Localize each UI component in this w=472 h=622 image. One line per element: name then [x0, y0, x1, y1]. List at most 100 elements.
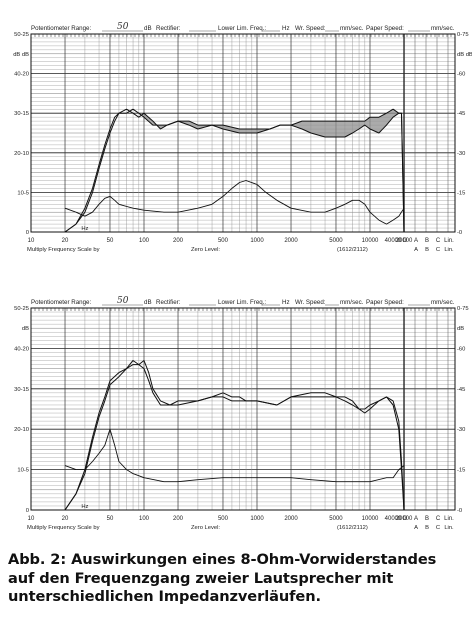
- zero-level-label: Zero Level:: [191, 247, 220, 253]
- right-tick-label: dB dB: [457, 52, 472, 58]
- wr-speed-label: Wr. Speed:: [295, 25, 326, 32]
- left-tick-label: dB: [22, 326, 29, 332]
- x-tick-label: 5000: [329, 516, 343, 522]
- weighting-label: Lin.: [444, 516, 454, 522]
- pot-range-label: Potentiometer Range:: [31, 299, 91, 306]
- weighting-label: B: [425, 516, 429, 522]
- right-tick-label: -0: [457, 508, 462, 514]
- series-line-2: [64, 108, 405, 233]
- multiply-label: Multiply Frequency Scale by: [27, 247, 100, 253]
- right-tick-label: -45: [457, 111, 465, 117]
- weighting-label: D: [403, 516, 408, 522]
- x-tick-label: 10000: [362, 238, 379, 244]
- x-tick-label: 500: [218, 516, 229, 522]
- weighting-sub-label: A: [414, 247, 418, 253]
- pot-range-label: Potentiometer Range:: [31, 25, 91, 32]
- right-tick-label: -0: [457, 230, 462, 236]
- weighting-sub-label: Lin.: [444, 247, 454, 253]
- zero-level-label: Zero Level:: [191, 525, 220, 531]
- x-tick-label: 40000: [385, 238, 402, 244]
- weighting-sub-label: B: [425, 247, 429, 253]
- db-unit-label: dB: [144, 299, 152, 306]
- chart-1-svg: Potentiometer Range: dB Rectifier: Lower Li…: [13, 22, 472, 253]
- x-tick-label: 20000: [396, 516, 413, 522]
- frequency-response-chart-1: Potentiometer Range: dB Rectifier: Lower Li…: [0, 0, 472, 262]
- rectifier-label: Rectifier:: [156, 299, 181, 306]
- left-tick-label: 30-15: [14, 387, 29, 393]
- weighting-sub-label: C: [436, 247, 440, 253]
- pot-range-value: 50: [117, 296, 129, 306]
- x-tick-label: 10: [28, 238, 35, 244]
- x-tick-label: 20: [62, 516, 69, 522]
- x-tick-label: 10000: [362, 516, 379, 522]
- chart-2-svg: Potentiometer Range: dB Rectifier: Lower Li…: [14, 296, 469, 531]
- weighting-label: Lin.: [444, 238, 454, 244]
- left-tick-label: 0: [26, 230, 29, 236]
- x-tick-label: 10: [28, 516, 35, 522]
- right-tick-label: -30: [457, 427, 465, 433]
- weighting-sub-label: C: [436, 525, 440, 531]
- left-tick-label: dB dB: [13, 52, 29, 58]
- x-tick-label: 50: [107, 516, 114, 522]
- code-label: (1612/2112): [337, 247, 368, 253]
- x-tick-label: 2000: [284, 238, 298, 244]
- left-tick-label: 20-10: [14, 427, 29, 433]
- series-line-1: [64, 360, 405, 511]
- weighting-sub-label: B: [425, 525, 429, 531]
- left-tick-label: 50-25: [14, 306, 29, 312]
- x-tick-label: 100: [139, 238, 150, 244]
- left-tick-label: 30-15: [14, 111, 29, 117]
- mm-sec-label-2: mm/sec.: [431, 299, 455, 306]
- right-tick-label: -30: [457, 151, 465, 157]
- x-tick-label: 40000: [385, 516, 402, 522]
- left-tick-label: 10-5: [17, 468, 29, 474]
- series-line-1: [64, 108, 405, 233]
- hz-axis-label: Hz: [81, 226, 88, 232]
- frequency-response-chart-2: Potentiometer Range: dB Rectifier: Lower Li…: [0, 290, 472, 535]
- right-tick-label: -15: [457, 468, 465, 474]
- multiply-label: Multiply Frequency Scale by: [27, 525, 100, 531]
- right-tick-label: -60: [457, 72, 465, 78]
- left-tick-label: 10-5: [17, 190, 29, 196]
- x-tick-label: 500: [218, 238, 229, 244]
- left-tick-label: 0: [26, 508, 29, 514]
- right-tick-label: -45: [457, 387, 465, 393]
- weighting-label: C: [436, 238, 441, 244]
- pot-range-value: 50: [117, 22, 129, 32]
- code-label: (1612/2112): [337, 525, 368, 531]
- weighting-label: D: [403, 238, 408, 244]
- lower-lim-label: Lower Lim. Freq.:: [218, 25, 266, 32]
- hz-label: Hz: [282, 25, 290, 32]
- paper-speed-label: Paper Speed:: [366, 299, 404, 306]
- figure-caption: Abb. 2: Auswirkungen eines 8-Ohm-Vorwide…: [8, 551, 464, 607]
- left-tick-label: 50-25: [14, 32, 29, 38]
- left-tick-label: 40-20: [14, 346, 29, 352]
- x-tick-label: 200: [173, 238, 184, 244]
- weighting-sub-label: Lin.: [444, 525, 454, 531]
- right-tick-label: -60: [457, 346, 465, 352]
- hz-label: Hz: [282, 299, 290, 306]
- lower-lim-label: Lower Lim. Freq.:: [218, 299, 266, 306]
- right-tick-label: -15: [457, 190, 465, 196]
- difference-band: [144, 109, 402, 137]
- weighting-label: A: [414, 516, 418, 522]
- x-tick-label: 20000: [396, 238, 413, 244]
- series-line-2: [64, 364, 405, 511]
- x-tick-label: 5000: [329, 238, 343, 244]
- paper-speed-label: Paper Speed:: [366, 25, 404, 32]
- mm-sec-label: mm/sec.: [340, 25, 364, 32]
- db-unit-label: dB: [144, 25, 152, 32]
- x-tick-label: 200: [173, 516, 184, 522]
- right-tick-label: 0-75: [457, 32, 469, 38]
- weighting-label: C: [436, 516, 441, 522]
- x-tick-label: 2000: [284, 516, 298, 522]
- mm-sec-label-2: mm/sec.: [431, 25, 455, 32]
- series-line-3: [64, 428, 405, 483]
- right-tick-label: 0-75: [457, 306, 469, 312]
- left-tick-label: 40-20: [14, 72, 29, 78]
- weighting-label: A: [414, 238, 418, 244]
- weighting-label: B: [425, 238, 429, 244]
- x-tick-label: 100: [139, 516, 150, 522]
- wr-speed-label: Wr. Speed:: [295, 299, 326, 306]
- series-line-3: [64, 180, 405, 225]
